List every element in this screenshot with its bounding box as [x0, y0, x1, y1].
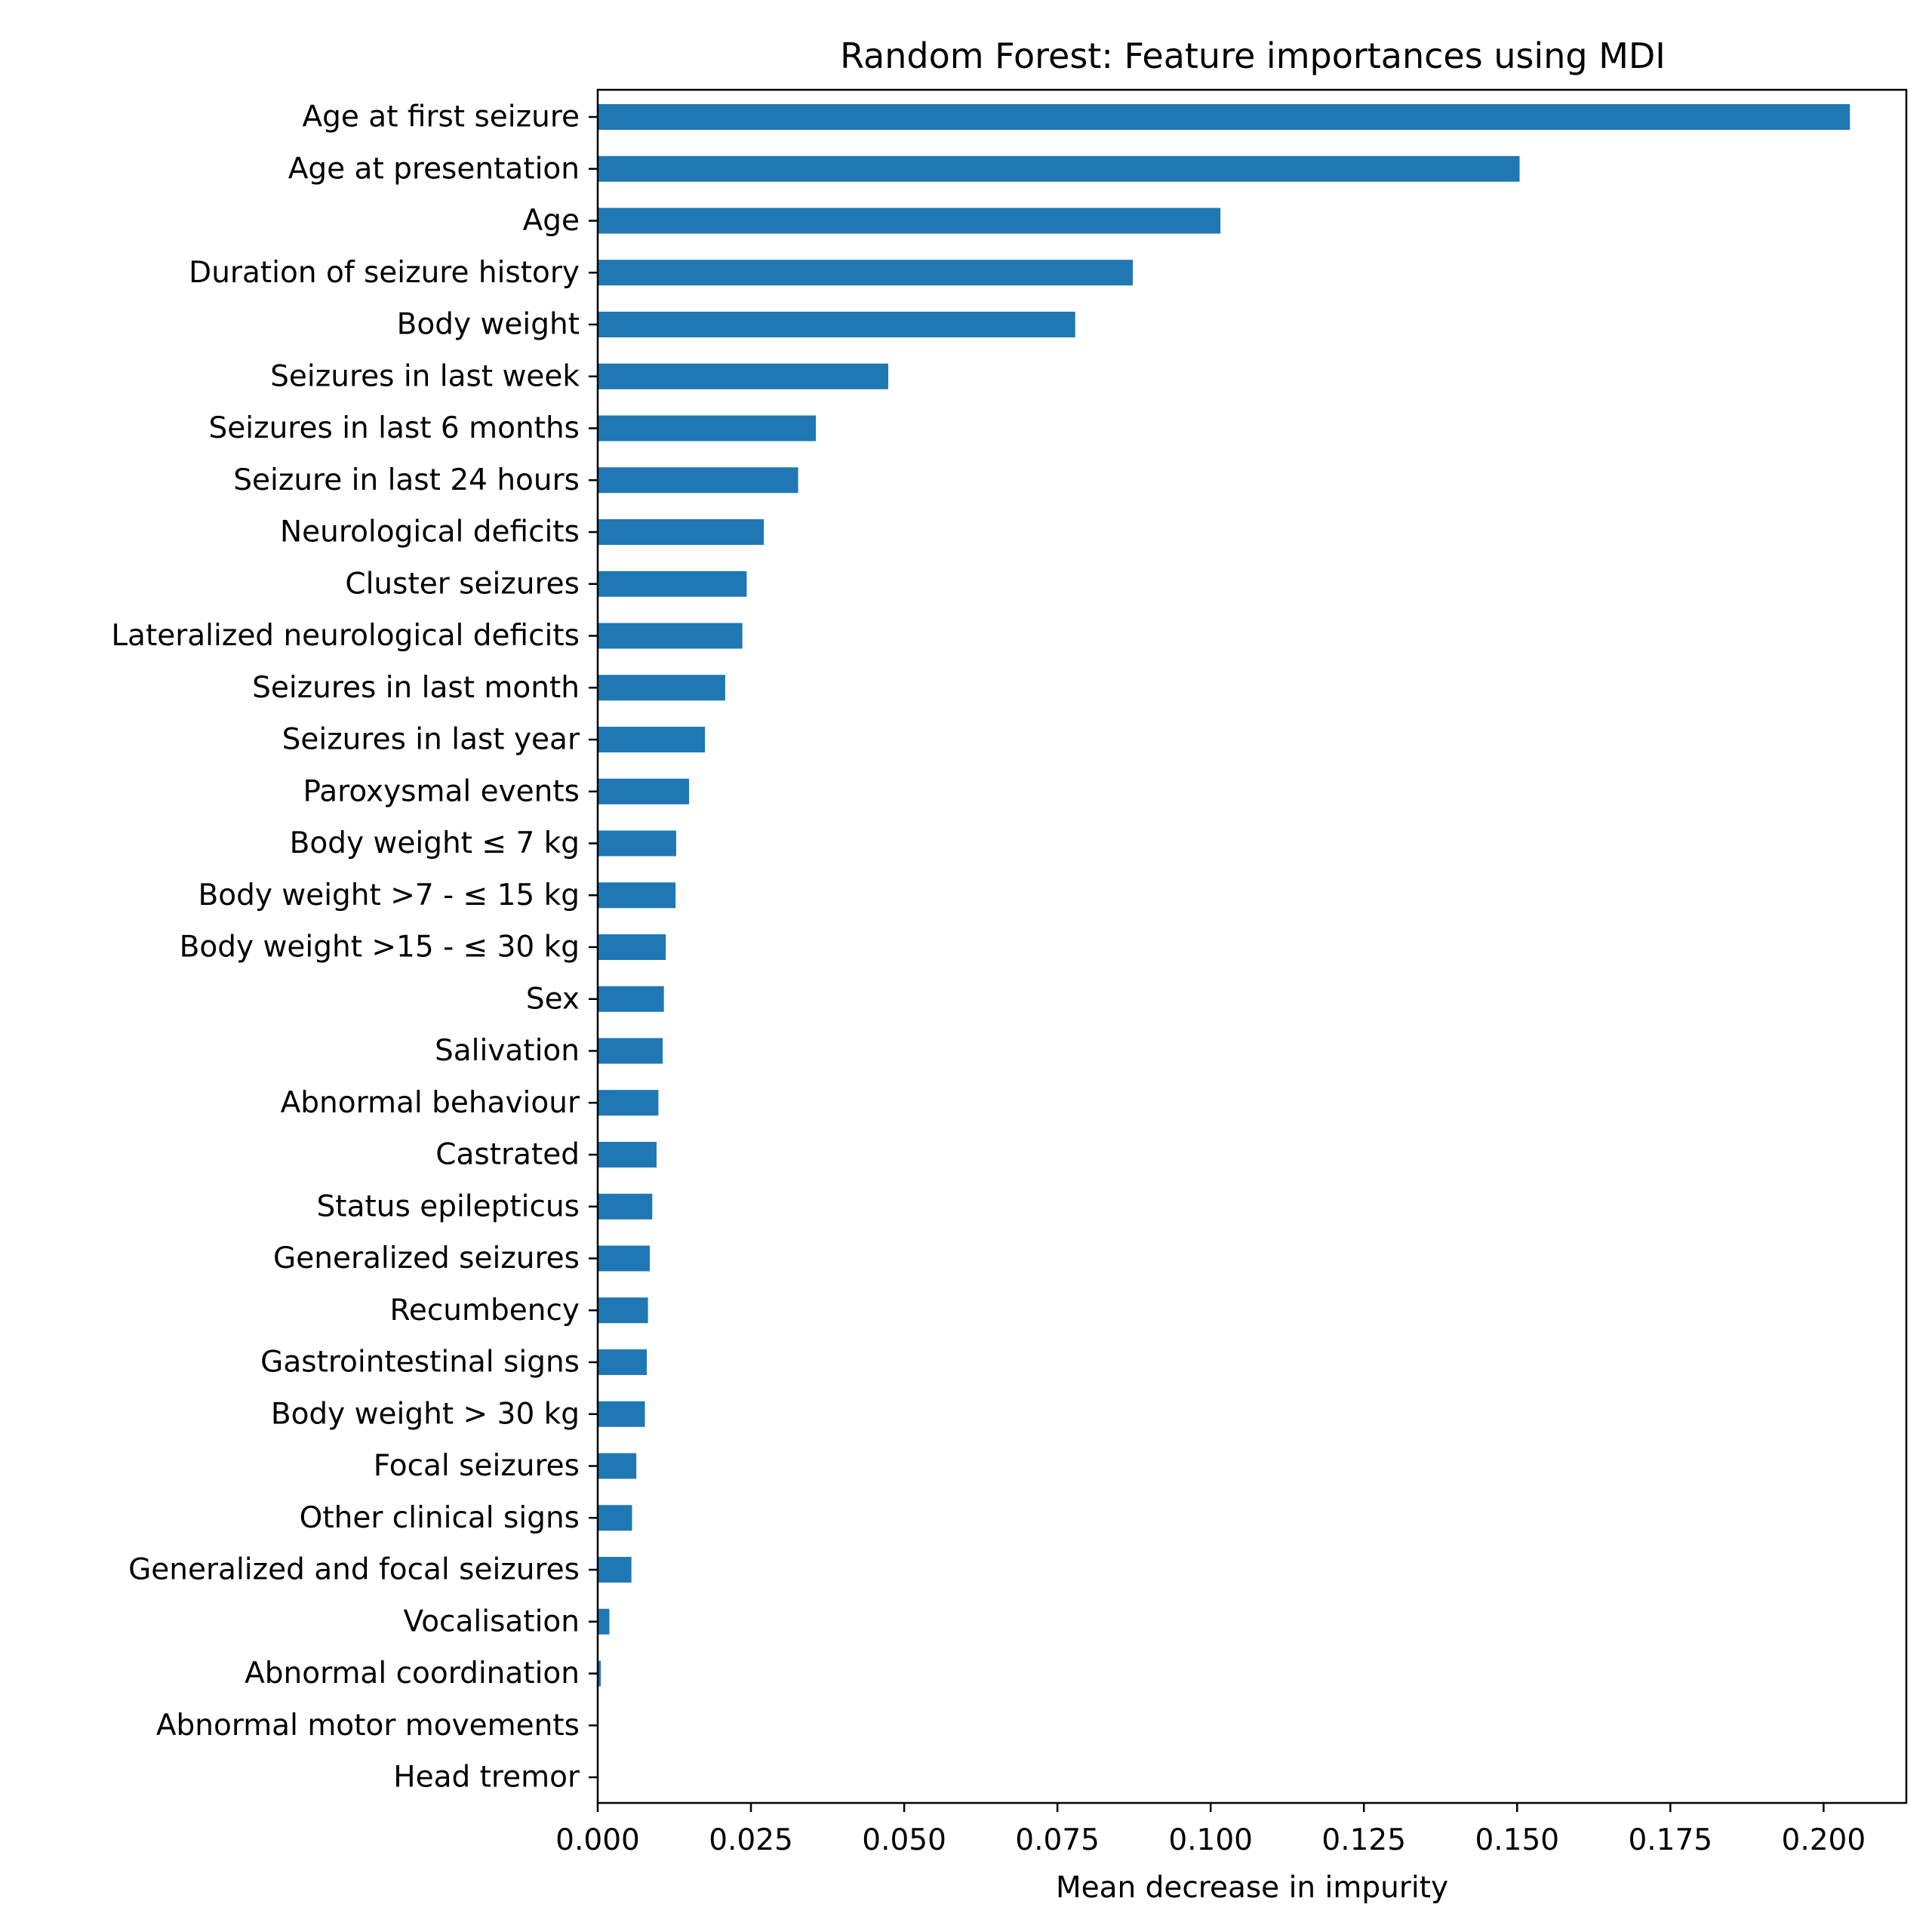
category-label: Seizure in last 24 hours: [233, 463, 580, 497]
x-tick-label: 0.175: [1628, 1823, 1712, 1857]
bar: [598, 1349, 647, 1375]
bar: [598, 1297, 648, 1324]
category-label: Body weight >7 - ≤ 15 kg: [198, 878, 580, 912]
category-label: Seizures in last month: [252, 671, 580, 705]
bar: [598, 571, 747, 597]
bar: [598, 415, 817, 441]
bar: [598, 1142, 657, 1168]
category-label: Vocalisation: [404, 1604, 580, 1638]
category-label: Duration of seizure history: [189, 256, 580, 290]
category-label: Cluster seizures: [345, 567, 580, 601]
bar: [598, 1401, 645, 1427]
category-label: Head tremor: [393, 1761, 580, 1795]
category-labels-group: Age at first seizure Age at presentation A…: [111, 100, 598, 1795]
category-label: Seizures in last year: [282, 723, 580, 757]
bar: [598, 1557, 632, 1583]
bar: [598, 1660, 601, 1687]
bar: [598, 363, 888, 389]
x-tick-label: 0.200: [1782, 1823, 1866, 1857]
bar: [598, 260, 1134, 286]
category-label: Other clinical signs: [300, 1501, 580, 1535]
category-label: Body weight > 30 kg: [271, 1397, 580, 1431]
category-label: Paroxysmal events: [303, 774, 580, 808]
chart-title: Random Forest: Feature importances using…: [840, 35, 1666, 76]
bar: [598, 104, 1850, 130]
bar: [598, 1245, 651, 1272]
bar: [598, 1453, 637, 1479]
x-tick-label: 0.100: [1168, 1823, 1253, 1857]
bar: [598, 934, 666, 960]
category-label: Castrated: [435, 1138, 580, 1172]
category-label: Status epilepticus: [317, 1189, 580, 1223]
x-tick-label: 0.125: [1321, 1823, 1406, 1857]
category-label: Body weight: [397, 308, 580, 342]
bar: [598, 1038, 663, 1064]
bar: [598, 727, 706, 752]
category-label: Gastrointestinal signs: [260, 1346, 580, 1380]
category-label: Neurological deficits: [280, 515, 580, 549]
bar: [598, 986, 664, 1012]
bar: [598, 1193, 653, 1220]
category-label: Seizures in last week: [270, 359, 580, 393]
category-label: Salivation: [435, 1034, 580, 1068]
x-axis-label: Mean decrease in impurity: [1056, 1871, 1448, 1905]
x-tick-label: 0.150: [1475, 1823, 1559, 1857]
category-label: Generalized seizures: [273, 1241, 580, 1275]
category-label: Body weight ≤ 7 kg: [290, 826, 580, 860]
category-label: Lateralized neurological deficits: [111, 619, 580, 653]
bar: [598, 1608, 610, 1635]
category-label: Focal seizures: [374, 1449, 580, 1483]
bar: [598, 155, 1520, 182]
bar: [598, 519, 764, 545]
bar: [598, 312, 1075, 337]
category-label: Body weight >15 - ≤ 30 kg: [180, 931, 580, 964]
bar: [598, 1090, 659, 1116]
category-label: Seizures in last 6 months: [209, 411, 580, 445]
category-label: Sex: [526, 982, 580, 1016]
bar: [598, 830, 676, 857]
category-label: Abnormal behaviour: [281, 1086, 580, 1120]
bar: [598, 675, 725, 701]
category-label: Age at first seizure: [302, 100, 580, 134]
bar: [598, 882, 676, 909]
x-tick-label: 0.025: [709, 1823, 793, 1857]
bar: [598, 467, 798, 494]
x-tick-label: 0.050: [862, 1823, 946, 1857]
bar: [598, 623, 743, 649]
category-label: Age at presentation: [288, 152, 580, 186]
category-label: Abnormal motor movements: [156, 1709, 580, 1743]
x-ticks-group: 0.000 0.025 0.050 0.075 0.100 0.125 0.150 0.175…: [555, 1803, 1866, 1857]
category-label: Generalized and focal seizures: [128, 1553, 580, 1587]
x-tick-label: 0.075: [1015, 1823, 1100, 1857]
plot-frame: [596, 88, 1908, 1804]
x-tick-label: 0.000: [555, 1823, 640, 1857]
bar: [598, 208, 1221, 234]
bar: [598, 1505, 632, 1531]
category-label: Age: [523, 204, 580, 238]
bar: [598, 778, 690, 804]
category-label: Recumbency: [390, 1294, 580, 1327]
category-label: Abnormal coordination: [245, 1657, 580, 1690]
bars-group: [598, 104, 1850, 1687]
